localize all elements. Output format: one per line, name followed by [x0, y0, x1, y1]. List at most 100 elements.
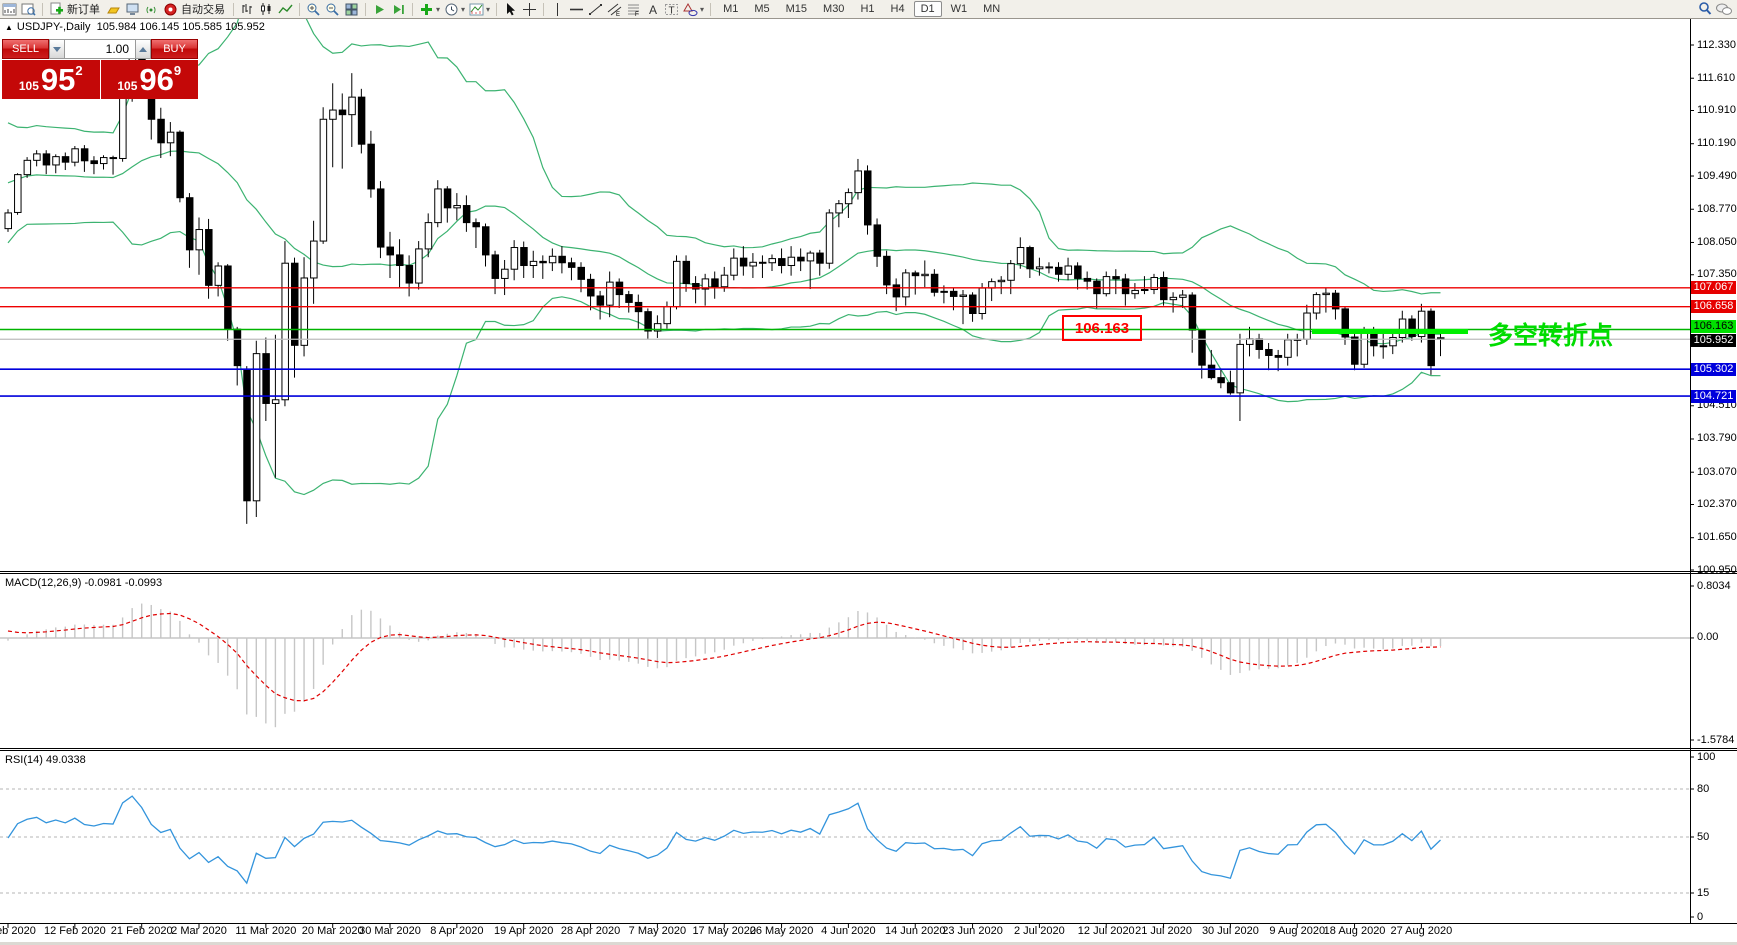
price-tag: 106.658 [1691, 300, 1736, 314]
candle-body [90, 160, 98, 165]
zoom-in-icon[interactable] [304, 1, 323, 17]
turning-point-annotation[interactable]: 多空转折点 [1488, 322, 1614, 350]
chart-window-icon[interactable] [0, 1, 19, 17]
zoom-out-icon[interactable] [323, 1, 342, 17]
one-click-collapse-icon[interactable]: ▲ [5, 23, 13, 32]
candle-body [23, 159, 32, 176]
buy-price-int: 105 [117, 79, 138, 93]
autotrade-label[interactable]: 自动交易 [181, 4, 225, 16]
candle-body [548, 255, 557, 264]
buy-price-main: 96 [139, 61, 174, 97]
date-axis-label: 9 Aug 2020 [1269, 925, 1326, 937]
fibonacci-icon[interactable]: F [624, 1, 643, 17]
candle-body [71, 148, 79, 163]
candle-body [405, 265, 414, 284]
sell-button[interactable]: SELL [2, 39, 49, 59]
timeframe-button-m5[interactable]: M5 [754, 3, 770, 15]
candlestick-icon[interactable] [257, 1, 276, 17]
chat-icon[interactable] [1714, 1, 1733, 17]
candle-body [1121, 278, 1130, 295]
add-indicator-icon[interactable] [417, 1, 436, 17]
candle-body [376, 188, 385, 248]
rsi-label: RSI(14) 49.0338 [5, 754, 86, 766]
candle-body [1427, 310, 1435, 367]
cursor-icon[interactable] [501, 1, 520, 17]
buy-button[interactable]: BUY [151, 39, 198, 59]
date-axis-label: 21 Jul 2020 [1135, 925, 1192, 937]
candle-body [701, 278, 710, 290]
indicator-dropdown-icon[interactable]: ▾ [436, 4, 441, 14]
timeframe-button-m30[interactable]: M30 [823, 3, 845, 15]
candle-body [443, 188, 452, 209]
candle-body [482, 226, 490, 256]
candle-body [61, 156, 70, 163]
price-axis-label: 101.650 [1697, 531, 1737, 544]
signal-icon[interactable] [142, 1, 161, 17]
new-order-label[interactable]: 新订单 [67, 4, 100, 16]
template-dropdown-icon[interactable]: ▾ [486, 4, 491, 14]
sell-price-display[interactable]: 105 95 2 [2, 60, 100, 99]
candle-body [673, 260, 681, 308]
timeframe-button-d1[interactable]: D1 [913, 1, 942, 17]
profiles-icon[interactable] [19, 1, 38, 17]
vertical-line-icon[interactable] [548, 1, 567, 17]
date-axis-label: 11 Mar 2020 [235, 925, 297, 937]
chart-shift-icon[interactable] [389, 1, 408, 17]
price-axis-label: 108.050 [1697, 235, 1737, 248]
candle-body [1198, 329, 1206, 366]
rsi-axis-label: 80 [1697, 782, 1710, 795]
line-chart-icon[interactable] [276, 1, 295, 17]
volume-increase-button[interactable] [135, 39, 151, 59]
date-axis-label: 14 Jun 2020 [884, 925, 946, 937]
date-axis-label: 7 May 2020 [628, 925, 687, 937]
period-icon[interactable] [442, 1, 461, 17]
text-label-icon[interactable]: T [662, 1, 681, 17]
autotrade-icon[interactable] [161, 1, 180, 17]
timeframe-button-m15[interactable]: M15 [785, 3, 808, 15]
new-order-icon[interactable] [47, 1, 66, 17]
candle-body [357, 96, 366, 145]
shapes-icon[interactable] [681, 1, 700, 17]
candle-body [310, 240, 318, 279]
horizontal-line-icon[interactable] [567, 1, 586, 17]
auto-scroll-icon[interactable] [370, 1, 389, 17]
trendline-icon[interactable] [586, 1, 605, 17]
price-axis-label: 103.790 [1697, 432, 1737, 445]
timeframe-group: M1 M5 M15 M30 H1 H4 D1 W1 MN [715, 1, 1008, 17]
sell-price-main: 95 [40, 61, 76, 97]
timeframe-button-w1[interactable]: W1 [950, 3, 968, 15]
price-annotation-box[interactable]: 106.163 [1062, 315, 1142, 341]
period-dropdown-icon[interactable]: ▾ [461, 4, 466, 14]
toolbar-separator [42, 2, 43, 16]
date-axis-label: 30 Jul 2020 [1201, 925, 1259, 937]
candle-body [577, 266, 585, 280]
candle-body [1179, 294, 1187, 298]
candle-body [1035, 266, 1044, 270]
timeframe-button-h1[interactable]: H1 [860, 3, 875, 15]
template-icon[interactable] [467, 1, 486, 17]
channel-icon[interactable]: E [605, 1, 624, 17]
bar-chart-icon[interactable] [238, 1, 257, 17]
timeframe-button-mn[interactable]: MN [983, 3, 1001, 15]
shapes-dropdown-icon[interactable]: ▾ [700, 4, 705, 14]
timeframe-button-h4[interactable]: H4 [890, 3, 905, 15]
date-axis-label: 8 Apr 2020 [430, 925, 484, 937]
candle-body [195, 229, 203, 251]
candle-body [625, 294, 633, 303]
terminal-icon[interactable] [123, 1, 142, 17]
candle-body [319, 118, 328, 242]
date-axis-label: 12 Feb 2020 [43, 925, 106, 937]
volume-decrease-button[interactable] [49, 39, 65, 59]
search-icon[interactable] [1695, 1, 1714, 17]
gold-icon[interactable] [104, 1, 123, 17]
candle-body [501, 268, 509, 279]
buy-price-display[interactable]: 105 96 9 [100, 60, 198, 99]
volume-input[interactable]: 1.00 [65, 39, 135, 59]
timeframe-button-m1[interactable]: M1 [723, 3, 739, 15]
crosshair-icon[interactable] [520, 1, 539, 17]
candle-body [567, 262, 576, 268]
candle-body [1083, 277, 1092, 282]
text-icon[interactable]: A [643, 1, 662, 17]
tile-windows-icon[interactable] [342, 1, 361, 17]
